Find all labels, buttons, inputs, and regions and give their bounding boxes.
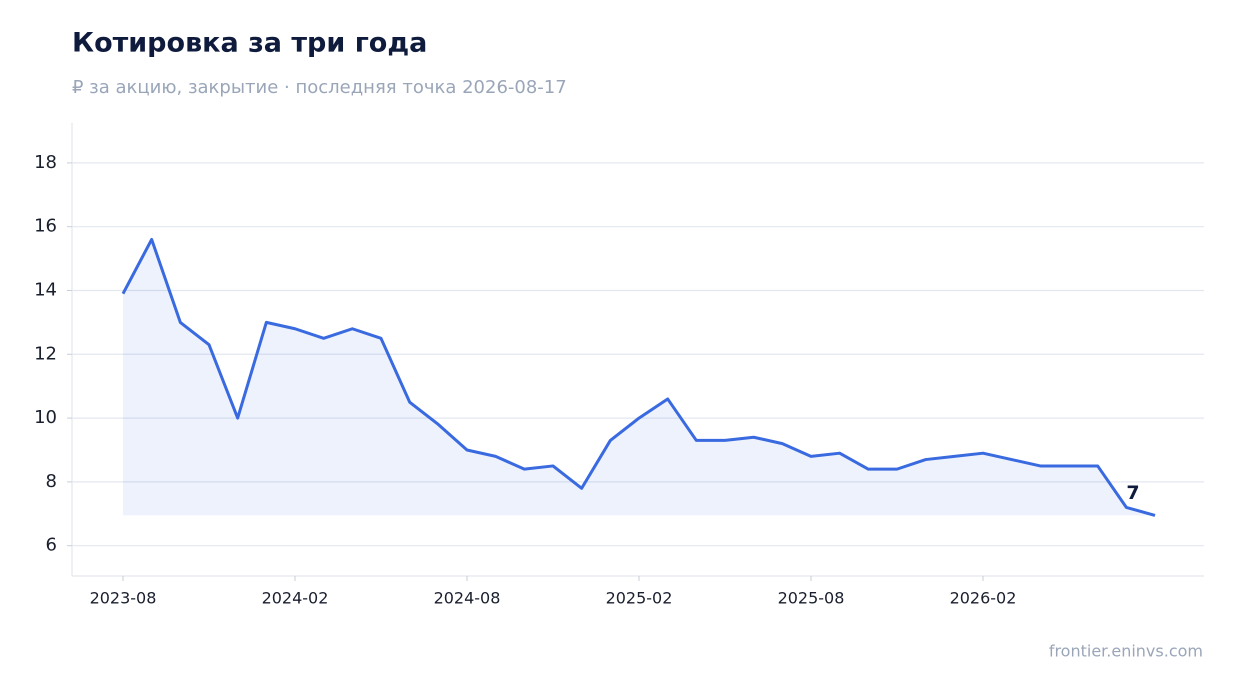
- y-tick-label: 8: [46, 471, 57, 492]
- x-tick-label: 2025-02: [606, 589, 673, 608]
- y-tick-label: 10: [34, 407, 57, 428]
- chart-title: Котировка за три года: [72, 28, 427, 59]
- x-tick-label: 2024-08: [434, 589, 501, 608]
- y-tick-label: 16: [34, 216, 57, 237]
- y-tick-label: 18: [34, 152, 57, 173]
- value-label: 7: [1126, 482, 1139, 504]
- x-tick-label: 2023-08: [90, 589, 157, 608]
- area: [123, 239, 1155, 516]
- y-tick-label: 6: [46, 535, 57, 556]
- x-tick-label: 2026-02: [950, 589, 1017, 608]
- y-tick-label: 14: [34, 279, 57, 300]
- x-tick-label: 2024-02: [262, 589, 329, 608]
- chart-subtitle: ₽ за акцию, закрытие · последняя точка 2…: [72, 77, 567, 98]
- y-tick-label: 12: [34, 343, 57, 364]
- x-tick-label: 2025-08: [778, 589, 845, 608]
- source: frontier.eninvs.com: [1049, 642, 1203, 661]
- line: [121, 237, 1156, 517]
